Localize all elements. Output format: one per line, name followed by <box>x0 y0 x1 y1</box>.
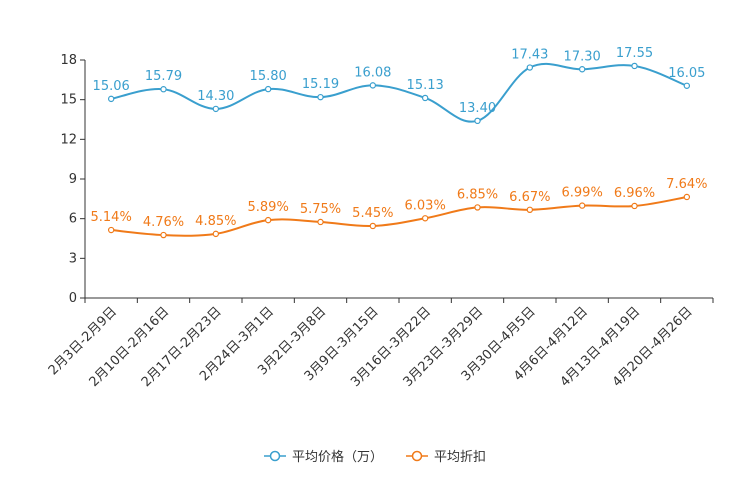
data-label: 15.19 <box>302 77 339 92</box>
data-point[interactable] <box>474 117 481 125</box>
data-label: 5.14% <box>91 210 132 225</box>
data-point[interactable] <box>212 230 220 238</box>
data-point[interactable] <box>578 66 586 73</box>
legend-marker-icon <box>269 450 281 462</box>
data-label: 6.03% <box>405 198 446 213</box>
y-axis: 0 3 6 9 12 15 18 <box>60 53 86 306</box>
data-label: 17.30 <box>564 49 601 64</box>
data-point[interactable] <box>212 105 220 113</box>
data-point[interactable] <box>107 95 115 103</box>
y-tick-label: 3 <box>69 251 77 266</box>
data-point[interactable] <box>369 82 377 89</box>
y-tick-label: 18 <box>60 53 77 68</box>
data-label: 15.79 <box>145 69 182 84</box>
data-point[interactable] <box>317 218 324 226</box>
data-point[interactable] <box>526 206 534 214</box>
series-1: 5.14% 4.76% 4.85% 5.89% 5.75% 5.45% 6.03% 6.85%… <box>91 177 707 239</box>
data-label: 6.99% <box>562 186 603 201</box>
data-point[interactable] <box>474 204 481 211</box>
data-point[interactable] <box>631 202 638 210</box>
data-point[interactable] <box>421 215 429 222</box>
data-point[interactable] <box>107 226 115 234</box>
data-label: 17.43 <box>511 48 548 63</box>
legend[interactable]: 平均价格（万） 平均折扣 <box>264 449 486 465</box>
x-axis: 2月3日-2月9日2月10日-2月16日2月17日-2月23日2月24日-3月1… <box>46 297 714 390</box>
data-point[interactable] <box>683 193 691 201</box>
data-point[interactable] <box>631 62 638 70</box>
data-label: 17.55 <box>616 46 653 61</box>
legend-label: 平均价格（万） <box>292 449 383 465</box>
data-label: 6.67% <box>509 190 550 205</box>
data-point[interactable] <box>264 216 272 224</box>
data-label: 16.05 <box>668 66 705 81</box>
y-tick-label: 0 <box>69 291 77 306</box>
data-label: 7.64% <box>666 177 707 192</box>
data-point[interactable] <box>683 82 691 89</box>
series-0: 15.06 15.79 14.30 15.80 15.19 16.08 15.13 13.40… <box>93 46 705 125</box>
data-label: 15.13 <box>407 78 444 93</box>
legend-item-0[interactable]: 平均价格（万） <box>264 449 383 465</box>
data-label: 5.89% <box>248 200 289 215</box>
data-label: 15.06 <box>93 79 130 94</box>
data-point[interactable] <box>526 64 534 71</box>
data-point[interactable] <box>160 231 167 239</box>
data-point[interactable] <box>264 85 272 93</box>
data-label: 4.76% <box>143 215 184 230</box>
data-label: 16.08 <box>354 65 391 80</box>
series-layer: 15.06 15.79 14.30 15.80 15.19 16.08 15.13 13.40… <box>91 46 707 239</box>
series-line <box>111 195 688 237</box>
data-label: 15.80 <box>250 69 287 84</box>
data-label: 6.85% <box>457 187 498 202</box>
data-label: 5.45% <box>352 206 393 221</box>
data-label: 6.96% <box>614 186 655 201</box>
y-tick-label: 9 <box>69 172 77 187</box>
data-point[interactable] <box>421 94 429 102</box>
y-tick-label: 15 <box>60 93 77 108</box>
data-point[interactable] <box>317 93 324 101</box>
data-label: 5.75% <box>300 202 341 217</box>
data-point[interactable] <box>369 222 377 230</box>
data-point[interactable] <box>160 86 167 93</box>
legend-item-1[interactable]: 平均折扣 <box>406 450 486 465</box>
data-label: 13.40 <box>459 101 496 116</box>
data-label: 4.85% <box>195 214 236 229</box>
data-point[interactable] <box>578 202 586 209</box>
y-tick-label: 6 <box>69 212 77 227</box>
data-label: 14.30 <box>197 89 234 104</box>
legend-marker-icon <box>411 450 423 462</box>
y-tick-label: 12 <box>60 132 77 147</box>
legend-label: 平均折扣 <box>434 450 486 465</box>
